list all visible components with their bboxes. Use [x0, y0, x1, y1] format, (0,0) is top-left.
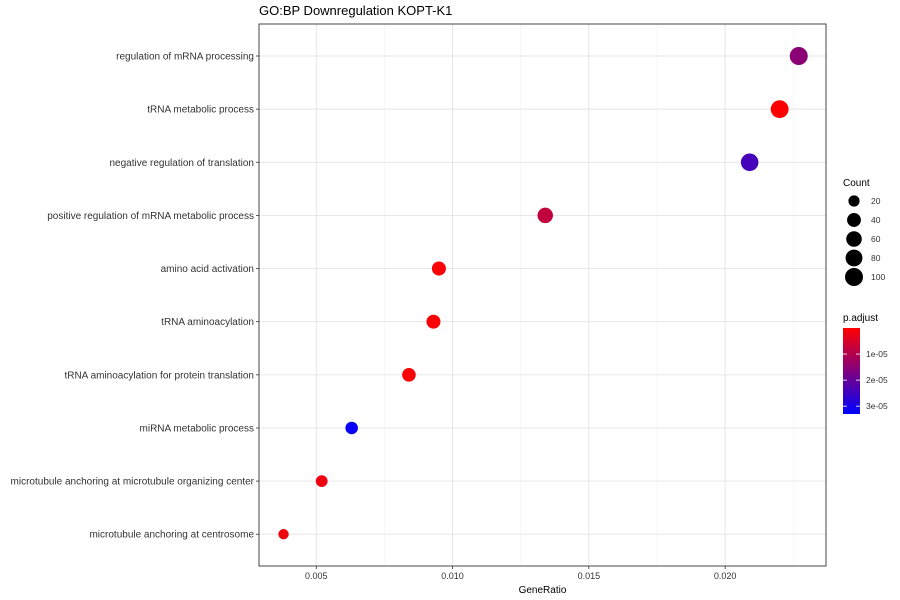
x-tick-label: 0.020 [714, 571, 737, 581]
data-point [431, 261, 446, 276]
count-legend-label: 80 [871, 253, 881, 263]
y-tick-label: tRNA aminoacylation for protein translat… [64, 370, 254, 381]
count-legend: 20 40 60 80 100 [845, 195, 885, 286]
plot-panel [259, 24, 826, 566]
count-legend-label: 40 [871, 215, 881, 225]
x-tick-label: 0.005 [305, 571, 328, 581]
count-legend-dot [847, 213, 861, 227]
y-tick-label: tRNA metabolic process [147, 105, 254, 116]
y-tick-label: positive regulation of mRNA metabolic pr… [47, 211, 254, 222]
padjust-legend-label: 3e-05 [866, 401, 888, 411]
y-axis-ticks: regulation of mRNA processing tRNA metabo… [11, 52, 259, 541]
data-point [770, 100, 789, 119]
y-tick-label: amino acid activation [161, 264, 254, 275]
y-tick-label: microtubule anchoring at centrosome [89, 530, 254, 541]
count-legend-dot [848, 195, 860, 207]
y-tick-label: miRNA metabolic process [140, 423, 254, 434]
x-tick-label: 0.015 [578, 571, 601, 581]
count-legend-dot [845, 268, 863, 286]
data-point [537, 207, 553, 224]
x-tick-label: 0.010 [441, 571, 464, 581]
padjust-legend-label: 2e-05 [866, 375, 888, 385]
padjust-legend-label: 1e-05 [866, 349, 888, 359]
count-legend-title: Count [843, 178, 870, 189]
y-tick-label: regulation of mRNA processing [116, 52, 254, 63]
padjust-legend-ticks: 1e-05 2e-05 3e-05 [843, 349, 888, 411]
data-point [789, 47, 808, 65]
y-tick-label: microtubule anchoring at microtubule org… [11, 477, 255, 488]
data-point [402, 368, 416, 382]
padjust-legend-title: p.adjust [843, 313, 878, 324]
count-legend-dot [845, 249, 863, 267]
count-legend-dot [846, 231, 862, 247]
count-legend-label: 60 [871, 234, 881, 244]
data-point [426, 314, 441, 329]
x-axis-label: GeneRatio [519, 585, 567, 596]
data-point [278, 529, 289, 540]
y-tick-label: tRNA aminoacylation [161, 317, 254, 328]
gridlines [259, 24, 826, 566]
plot-border [258, 23, 827, 567]
count-legend-label: 100 [871, 272, 885, 282]
x-axis-ticks: 0.005 0.010 0.015 0.020 [305, 566, 736, 581]
chart-title: GO:BP Downregulation KOPT-K1 [259, 3, 452, 18]
count-legend-label: 20 [871, 196, 881, 206]
y-tick-label: negative regulation of translation [109, 158, 254, 169]
data-point [345, 421, 358, 435]
data-point [315, 475, 328, 487]
data-points [278, 47, 808, 540]
data-point [740, 153, 759, 172]
padjust-colorbar [843, 328, 860, 414]
